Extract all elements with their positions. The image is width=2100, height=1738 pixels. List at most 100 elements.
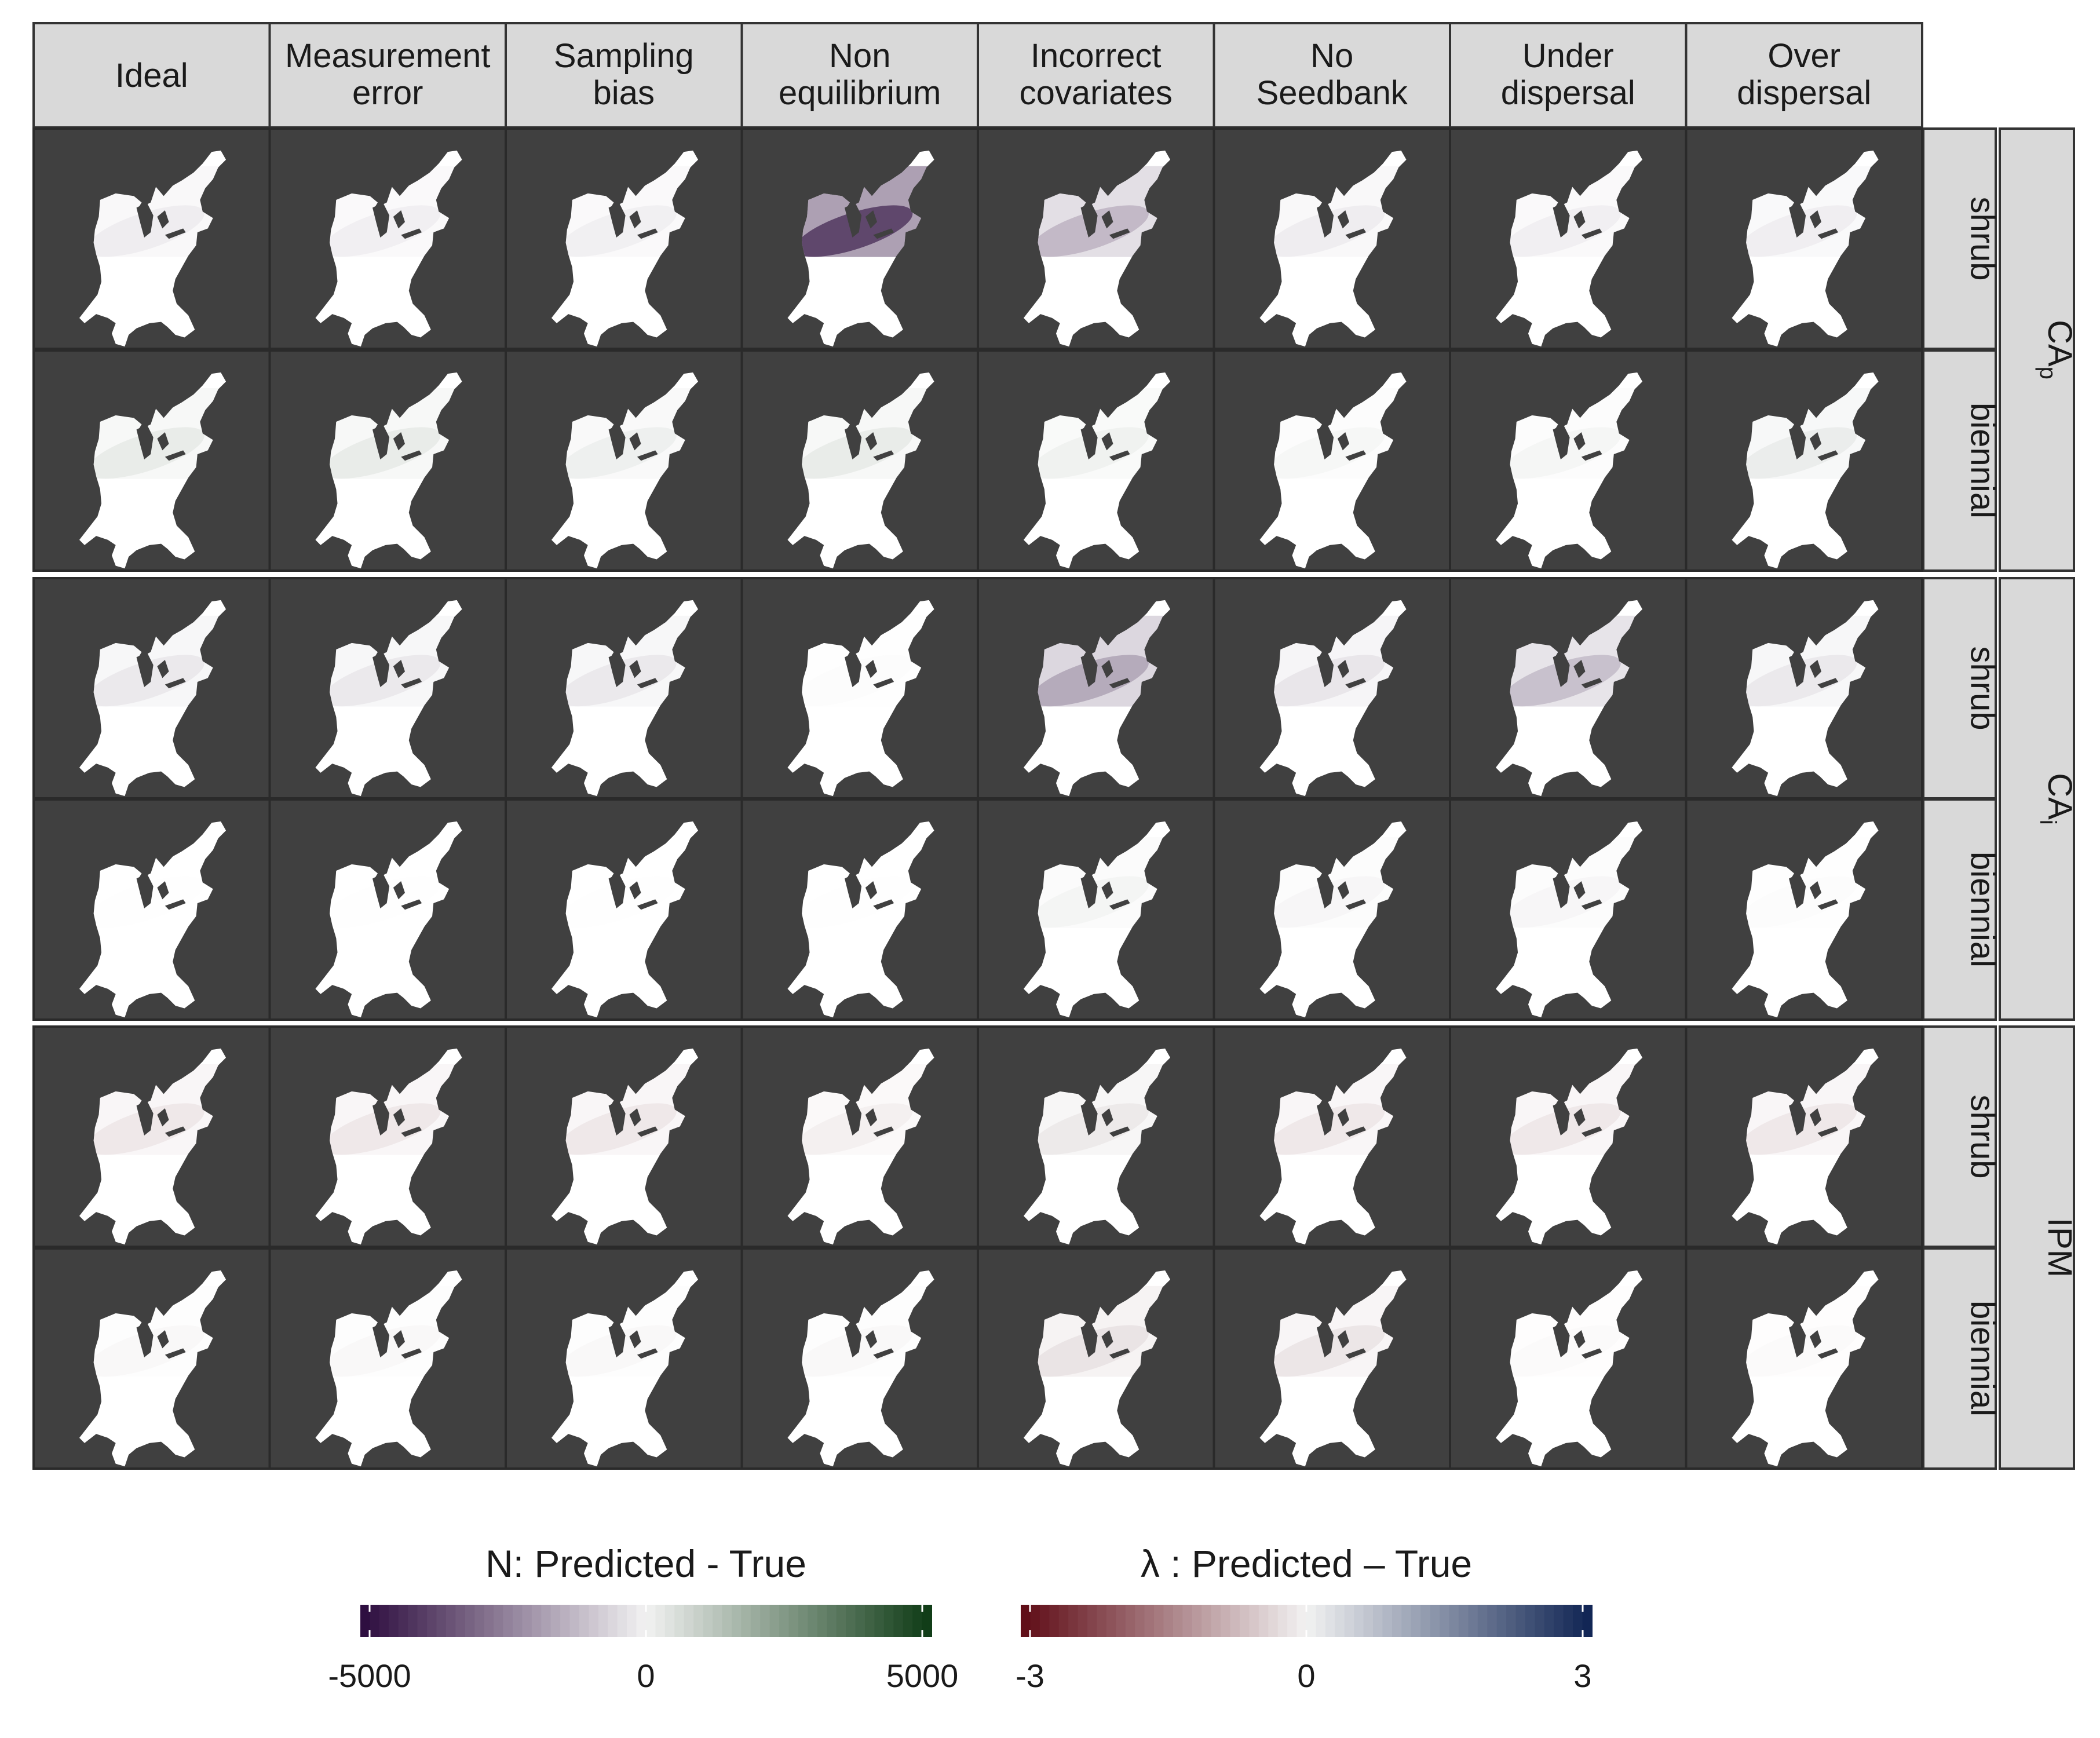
legend-color-step <box>522 1605 532 1637</box>
legend-color-step <box>1182 1605 1193 1637</box>
map-panel <box>1449 1247 1688 1470</box>
lake-michigan <box>1553 652 1570 687</box>
lake-erie <box>1817 678 1839 689</box>
us-region-map <box>1495 821 1643 1018</box>
legend-lambda: λ : Predicted – True -3 0 3 <box>1016 1542 1593 1694</box>
lake-michigan <box>1317 1100 1334 1135</box>
lake-huron <box>1337 1108 1350 1127</box>
us-region-map <box>1495 1048 1643 1245</box>
lake-huron <box>1809 659 1822 678</box>
column-label: dispersal <box>1737 74 1871 112</box>
lake-huron <box>1573 1108 1586 1127</box>
map-panel <box>740 1025 979 1248</box>
map-panel <box>740 349 979 572</box>
legend-color-step <box>1268 1605 1279 1637</box>
legend-color-step <box>1125 1605 1136 1637</box>
lake-huron <box>1337 1330 1350 1349</box>
lake-huron <box>157 210 169 229</box>
us-region-map <box>551 600 699 797</box>
legend-color-step <box>883 1605 894 1637</box>
map-panel <box>505 577 743 799</box>
lake-erie <box>1109 1126 1130 1137</box>
lake-erie <box>401 1126 422 1137</box>
legend-color-step <box>1201 1605 1212 1637</box>
legend-color-step <box>1021 1605 1031 1637</box>
legend-color-step <box>1535 1605 1545 1637</box>
legend-color-step <box>1116 1605 1126 1637</box>
map-panel <box>1685 1247 1923 1470</box>
map-panel <box>505 349 743 572</box>
legend-color-step <box>827 1605 837 1637</box>
legend-color-step <box>750 1605 761 1637</box>
map-panel <box>505 798 743 1021</box>
legend-color-step <box>1135 1605 1145 1637</box>
legend-color-step <box>731 1605 742 1637</box>
model-strip: CAi <box>1999 577 2079 1021</box>
legend-color-step <box>589 1605 599 1637</box>
lake-michigan <box>136 873 154 908</box>
map-panel <box>740 127 979 350</box>
lake-michigan <box>608 873 626 908</box>
us-region-map <box>787 1048 934 1245</box>
legend-color-step <box>1097 1605 1107 1637</box>
lake-michigan <box>1080 873 1098 908</box>
lake-erie <box>1817 899 1839 910</box>
lake-huron <box>393 881 406 900</box>
lake-erie <box>401 678 422 689</box>
column-label: Under <box>1522 37 1614 75</box>
lake-huron <box>865 1330 878 1349</box>
legend-color-step <box>417 1605 428 1637</box>
map-panel <box>32 577 271 799</box>
us-region-map <box>1732 600 1879 797</box>
us-region-map <box>551 1048 699 1245</box>
legend-color-step <box>1382 1605 1393 1637</box>
map-panel <box>1212 349 1451 572</box>
legend-color-step <box>1316 1605 1326 1637</box>
row-label: biennial <box>1964 403 2002 519</box>
map-panel <box>1685 1025 1923 1248</box>
map-panel <box>1449 1025 1688 1248</box>
lake-michigan <box>845 202 862 238</box>
lake-erie <box>637 450 658 461</box>
map-panels <box>32 127 1923 1470</box>
lake-huron <box>629 881 641 900</box>
legend-color-step <box>1420 1605 1431 1637</box>
lake-michigan <box>845 652 862 687</box>
lake-erie <box>1345 899 1367 910</box>
legend-color-step <box>1487 1605 1498 1637</box>
lake-michigan <box>1080 1100 1098 1135</box>
us-region-map <box>79 1048 227 1245</box>
us-region-map <box>79 150 227 347</box>
legend-color-step <box>474 1605 485 1637</box>
us-region-map <box>1732 150 1879 347</box>
lake-huron <box>157 1330 169 1349</box>
lake-huron <box>1101 432 1113 451</box>
lake-huron <box>1101 881 1113 900</box>
row-label: shrub <box>1964 1094 2002 1178</box>
us-region-map <box>1259 150 1407 347</box>
lake-erie <box>1345 1126 1367 1137</box>
legend-title: λ : Predicted – True <box>1141 1542 1472 1585</box>
lake-huron <box>1809 1330 1822 1349</box>
us-region-map <box>1495 150 1643 347</box>
map-panel <box>1212 127 1451 350</box>
legend-color-step <box>408 1605 418 1637</box>
model-label: CAp <box>2035 320 2079 379</box>
row-strip: shrub <box>1922 577 2002 799</box>
legend-color-step <box>703 1605 714 1637</box>
lake-erie <box>873 1348 894 1359</box>
lake-michigan <box>1080 1322 1098 1357</box>
legend-color-step <box>1239 1605 1250 1637</box>
map-panel <box>32 1025 271 1248</box>
lake-huron <box>629 1108 641 1127</box>
lake-erie <box>1817 450 1839 461</box>
lake-huron <box>865 210 878 229</box>
lake-huron <box>1809 1108 1822 1127</box>
legend-tick-label: 3 <box>1573 1657 1591 1694</box>
lake-huron <box>1809 881 1822 900</box>
legend-color-step <box>655 1605 666 1637</box>
